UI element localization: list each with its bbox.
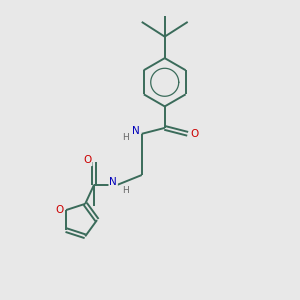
Text: O: O (83, 155, 92, 165)
Text: N: N (109, 177, 117, 187)
Text: H: H (122, 133, 129, 142)
Text: O: O (55, 205, 63, 215)
Text: N: N (132, 126, 140, 136)
Text: H: H (122, 186, 129, 195)
Text: O: O (190, 129, 198, 139)
